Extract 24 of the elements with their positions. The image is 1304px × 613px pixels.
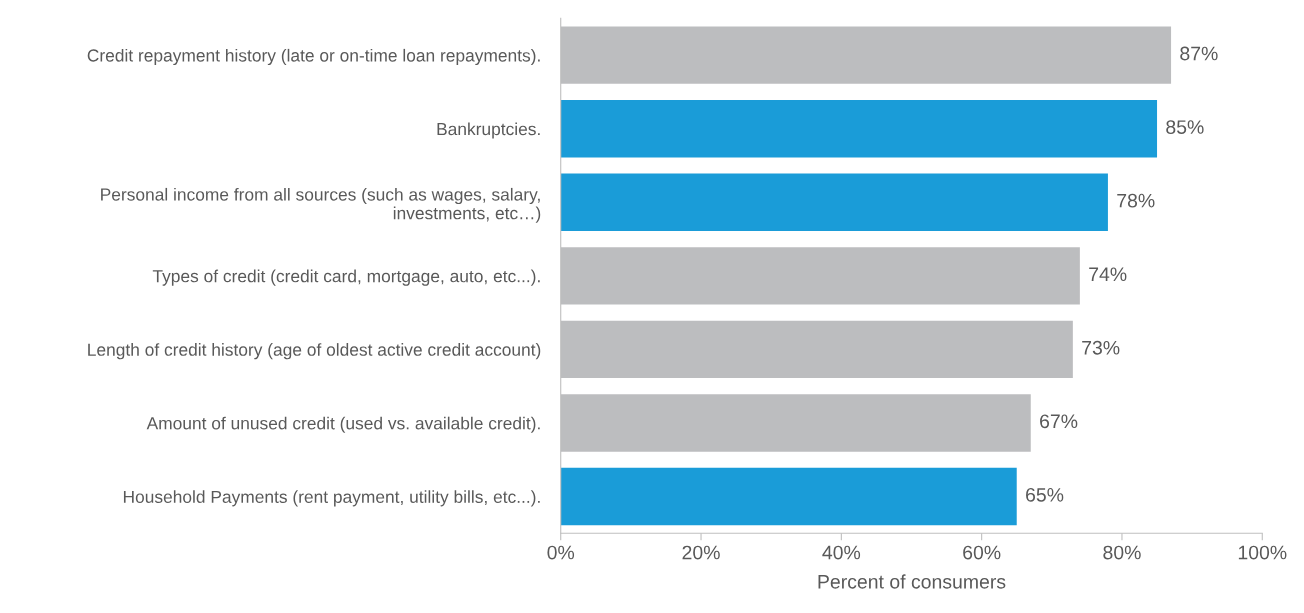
x-tick-label: 0% xyxy=(547,545,575,560)
data-label: 78% xyxy=(1117,193,1155,208)
y-tick-label: Household Payments (rent payment, utility bills, etc...). xyxy=(123,490,540,507)
y-tick-label: Personal income from all sources (such as wages, salary, investments, etc…) xyxy=(101,187,541,223)
y-tick-label: Credit repayment history (late or on-time loan repayments). xyxy=(87,48,540,66)
y-tick-label: Types of credit (credit card, mortgage, auto, etc...). xyxy=(152,269,540,286)
bar xyxy=(560,100,1158,158)
bar xyxy=(560,467,1017,526)
y-tick-label: Amount of unused credit (used vs. available credit). xyxy=(146,416,540,433)
x-axis-title: Percent of consumers xyxy=(818,574,1006,589)
x-tick-label: 80% xyxy=(1103,545,1141,560)
x-tick-label: 100% xyxy=(1238,545,1287,560)
x-tick-label: 60% xyxy=(963,545,1001,560)
data-label: 65% xyxy=(1026,487,1064,502)
y-tick-label: Length of credit history (age of oldest active credit account) xyxy=(88,343,541,360)
data-label: 85% xyxy=(1166,120,1204,134)
data-label: 87% xyxy=(1180,46,1218,61)
x-tick-label: 40% xyxy=(822,545,861,560)
data-label: 74% xyxy=(1089,267,1127,281)
y-tick-label: Bankruptcies. xyxy=(437,122,540,139)
bar xyxy=(560,173,1108,231)
x-tick-label: 20% xyxy=(682,545,720,560)
data-label: 73% xyxy=(1082,340,1120,355)
data-label: 67% xyxy=(1040,414,1078,429)
